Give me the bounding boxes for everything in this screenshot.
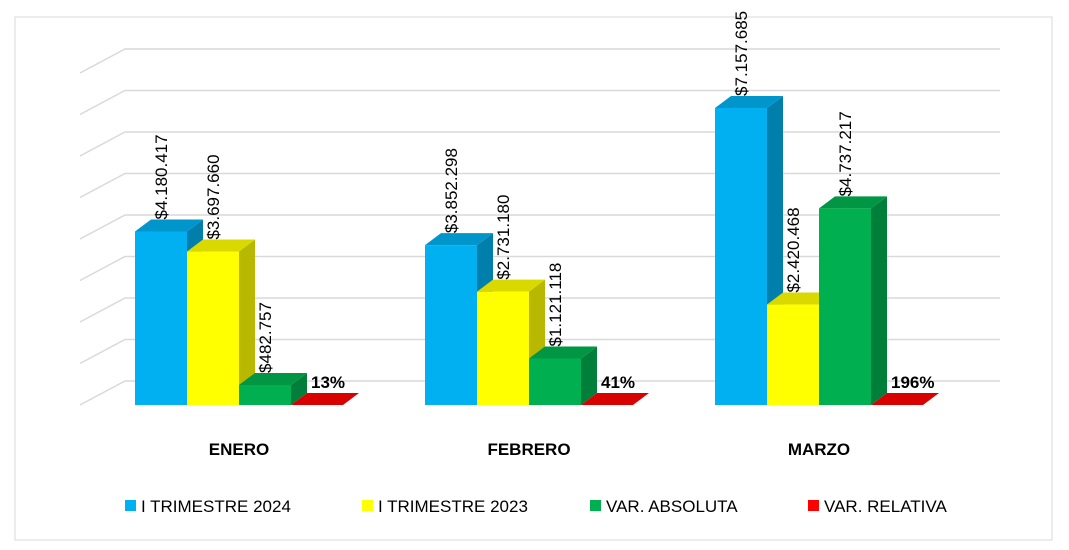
bar-side [923, 392, 939, 405]
grid-line [79, 131, 1000, 157]
bar-side [239, 239, 255, 405]
bar-top [239, 372, 307, 385]
data-label: $2.731.180 [494, 195, 513, 280]
bar [187, 251, 239, 405]
bar [715, 107, 767, 406]
data-label: 41% [601, 373, 635, 392]
legend-swatch [125, 500, 136, 511]
data-label: 13% [311, 373, 345, 392]
x-tick-label: ENERO [209, 440, 269, 459]
legend-swatch [808, 500, 819, 511]
data-label: 196% [891, 373, 934, 392]
legend-label: VAR. RELATIVA [824, 497, 947, 516]
bar-top [529, 346, 597, 359]
data-label: $1.121.118 [546, 263, 565, 347]
grid-line [79, 338, 1000, 365]
bar-top [819, 196, 887, 209]
bar-top [425, 233, 493, 246]
bar [767, 304, 819, 405]
bar-top [187, 239, 255, 252]
bar-side [633, 392, 649, 405]
data-label: $2.420.468 [784, 207, 803, 292]
bar [529, 358, 581, 405]
bar-top [477, 279, 545, 292]
legend-swatch [362, 500, 373, 511]
bar-top [715, 95, 783, 108]
x-tick-label: MARZO [788, 440, 850, 459]
grid-line [79, 255, 1000, 282]
bar [425, 245, 477, 405]
grid-line [79, 214, 1000, 240]
bar [819, 208, 871, 405]
legend-label: VAR. ABSOLUTA [606, 497, 738, 516]
bar [135, 231, 187, 405]
grid-line [79, 48, 1000, 74]
bar-side [871, 196, 887, 405]
data-label: $7.157.685 [732, 11, 751, 96]
data-label: $3.852.298 [442, 148, 461, 233]
grid-line [79, 297, 1000, 323]
legend-swatch [590, 500, 601, 511]
data-label: $4.180.417 [152, 134, 171, 219]
bar-top [291, 392, 359, 405]
grid-line [79, 89, 1000, 116]
bar-top [581, 392, 649, 405]
legend-label: I TRIMESTRE 2023 [378, 497, 528, 516]
bar-top [767, 292, 835, 305]
bar-top [871, 392, 939, 405]
grid-line [79, 380, 1000, 406]
x-tick-label: FEBRERO [487, 440, 570, 459]
bar [239, 384, 291, 405]
bar-side [581, 346, 597, 405]
bar-top [135, 219, 203, 232]
bar [477, 291, 529, 405]
data-label: $4.737.217 [836, 111, 855, 196]
data-label: $3.697.660 [204, 154, 223, 239]
bar-side [343, 392, 359, 405]
legend-label: I TRIMESTRE 2024 [141, 497, 291, 516]
grid-line [79, 172, 1000, 199]
data-label: $482.757 [256, 302, 275, 373]
bar-side [291, 372, 307, 405]
